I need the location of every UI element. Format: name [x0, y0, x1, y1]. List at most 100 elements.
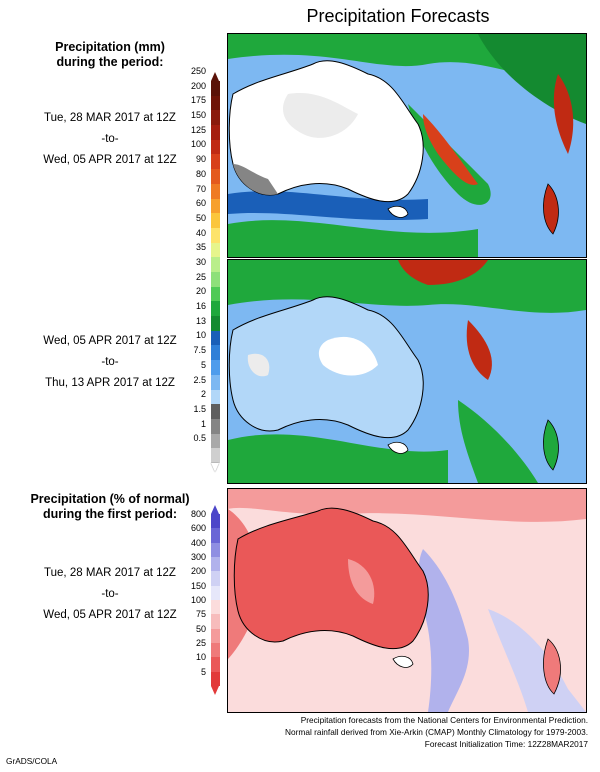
precip-mm-colorbar-segment — [211, 404, 220, 420]
map-panel-week2-precip — [227, 259, 587, 484]
precip-mm-colorbar-segment — [211, 81, 220, 97]
footer-line3: Forecast Initialization Time: 12Z28MAR20… — [424, 739, 588, 749]
precip-mm-colorbar-tick-label: 50 — [195, 212, 206, 223]
precip-pct-title-line2: during the first period: — [42, 507, 178, 521]
precip-mm-colorbar-segment — [211, 198, 220, 214]
precip-mm-colorbar-tick-label: 60 — [195, 198, 206, 209]
precip-mm-colorbar-segment — [211, 95, 220, 111]
precip-mm-colorbar-tick-label: 70 — [195, 183, 206, 194]
precip-mm-colorbar-tick-label: 0.5 — [193, 433, 206, 444]
precip-mm-colorbar-segment — [211, 272, 220, 288]
precip-mm-colorbar-tick-label: 80 — [195, 168, 206, 179]
precip-mm-colorbar-segment — [211, 433, 220, 449]
precip-pct-colorbar-segment — [211, 643, 220, 658]
precip-pct-colorbar-arrow-top — [211, 505, 219, 514]
precip-mm-colorbar-segment — [211, 374, 220, 391]
precip-mm-colorbar-segment — [211, 360, 220, 376]
precip-mm-title-line1: Precipitation (mm) — [55, 40, 165, 54]
precip-pct-colorbar-segment — [211, 528, 220, 544]
precip-pct-colorbar-segment — [211, 514, 220, 529]
precip-pct-colorbar-tick-label: 75 — [195, 609, 206, 620]
map-panel-percent-of-normal — [227, 488, 587, 713]
precip-mm-colorbar-segment — [211, 154, 220, 170]
period2-end: Thu, 13 APR 2017 at 12Z — [45, 377, 175, 389]
precip-mm-colorbar-segment — [211, 227, 220, 244]
precip-mm-title-line2: during the period: — [56, 55, 164, 69]
precip-pct-title-line1: Precipitation (% of normal) — [30, 492, 190, 506]
precip-pct-colorbar-tick-label: 50 — [195, 623, 206, 634]
precip-mm-colorbar-tick-label: 5 — [200, 359, 206, 370]
precip-mm-colorbar-segment — [211, 345, 220, 361]
precip-pct-colorbar-segment — [211, 557, 220, 572]
page-title: Precipitation Forecasts — [306, 6, 490, 26]
precip-mm-colorbar-tick-label: 1 — [200, 418, 206, 429]
precip-pct-colorbar-tick-label: 150 — [190, 580, 206, 591]
precip-pct-colorbar-tick-label: 5 — [200, 666, 206, 677]
period2-separator: -to- — [101, 356, 119, 368]
map-panel-week1-precip — [227, 33, 587, 258]
precip-mm-colorbar — [211, 72, 220, 472]
precip-pct-colorbar — [211, 505, 220, 695]
precip-mm-colorbar-segment — [211, 213, 220, 229]
precip-mm-colorbar-tick-label: 10 — [195, 330, 206, 341]
precip-mm-colorbar-tick-label: 175 — [190, 95, 206, 106]
precip-mm-colorbar-segment — [211, 316, 220, 332]
precip-mm-colorbar-tick-label: 150 — [190, 110, 206, 121]
precip-pct-colorbar-segment — [211, 571, 220, 587]
precip-mm-colorbar-tick-label: 1.5 — [193, 403, 206, 414]
footer-notes: Precipitation forecasts from the Nationa… — [188, 714, 588, 750]
precip-pct-colorbar-segment — [211, 614, 220, 630]
precip-mm-colorbar-tick-label: 30 — [195, 257, 206, 267]
precip-mm-colorbar-tick-label: 100 — [190, 139, 206, 150]
period1-start: Tue, 28 MAR 2017 at 12Z — [44, 112, 176, 124]
precip-mm-colorbar-segment — [211, 110, 220, 126]
precip-mm-colorbar-segment — [211, 448, 220, 464]
precip-pct-title: Precipitation (% of normal) during the f… — [20, 492, 200, 522]
precip-pct-colorbar-tick-label: 800 — [190, 509, 206, 519]
precip-mm-colorbar-tick-label: 2 — [200, 389, 206, 400]
precip-mm-colorbar-tick-label: 35 — [195, 242, 206, 253]
precip-mm-colorbar-tick-label: 250 — [190, 66, 206, 76]
precip-mm-title: Precipitation (mm) during the period: — [20, 40, 200, 70]
precip-mm-colorbar-segment — [211, 301, 220, 317]
precip-mm-colorbar-segment — [211, 183, 220, 200]
precip-pct-colorbar-tick-label: 10 — [195, 652, 206, 663]
precip-mm-colorbar-tick-label: 7.5 — [193, 345, 206, 356]
precip-mm-colorbar-segment — [211, 125, 220, 141]
precip-mm-colorbar-segment — [211, 330, 220, 346]
precip-mm-colorbar-segment — [211, 418, 220, 435]
precip-pct-colorbar-tick-label: 100 — [190, 595, 206, 605]
precip-pct-colorbar-tick-label: 600 — [190, 523, 206, 534]
footer-line2: Normal rainfall derived from Xie-Arkin (… — [285, 727, 588, 737]
pct-period-separator: -to- — [101, 588, 119, 600]
pct-period-start: Tue, 28 MAR 2017 at 12Z — [44, 567, 176, 579]
precip-mm-colorbar-segment — [211, 389, 220, 405]
precip-mm-colorbar-tick-label: 13 — [195, 315, 206, 326]
precip-mm-colorbar-segment — [211, 169, 220, 185]
period1-end: Wed, 05 APR 2017 at 12Z — [43, 154, 177, 166]
precip-pct-colorbar-tick-label: 200 — [190, 566, 206, 577]
precip-pct-colorbar-segment — [211, 628, 220, 644]
precip-mm-colorbar-tick-label: 200 — [190, 80, 206, 91]
precip-pct-colorbar-tick-label: 25 — [195, 638, 206, 648]
precip-mm-colorbar-tick-label: 25 — [195, 271, 206, 282]
period1-separator: -to- — [101, 133, 119, 145]
precip-mm-colorbar-tick-label: 16 — [195, 301, 206, 312]
precip-mm-colorbar-segment — [211, 286, 220, 302]
precip-mm-colorbar-segment — [211, 139, 220, 155]
precip-pct-colorbar-segment — [211, 585, 220, 601]
precip-mm-colorbar-tick-label: 40 — [195, 227, 206, 238]
precip-pct-colorbar-arrow-bottom — [211, 686, 219, 695]
precip-mm-colorbar-arrow-bottom — [211, 463, 219, 472]
precip-mm-colorbar-tick-label: 20 — [195, 286, 206, 297]
grads-credit: GrADS/COLA — [6, 756, 58, 766]
footer-line1: Precipitation forecasts from the Nationa… — [300, 715, 588, 725]
precip-pct-colorbar-segment — [211, 600, 220, 615]
precip-pct-colorbar-segment — [211, 657, 220, 673]
precip-mm-colorbar-tick-label: 90 — [195, 154, 206, 165]
precip-pct-colorbar-tick-label: 300 — [190, 552, 206, 562]
precip-pct-colorbar-tick-label: 400 — [190, 537, 206, 548]
pct-period-end: Wed, 05 APR 2017 at 12Z — [43, 609, 177, 621]
period2-start: Wed, 05 APR 2017 at 12Z — [43, 335, 177, 347]
precip-mm-colorbar-tick-label: 2.5 — [193, 374, 206, 385]
